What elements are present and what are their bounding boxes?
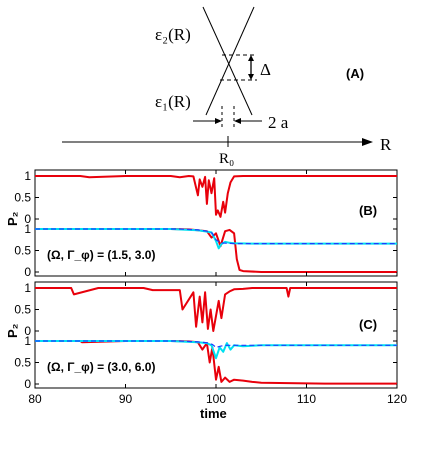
panel-c-lower-plot: 00.51 <box>14 334 397 391</box>
width-arrow-head-right <box>234 118 241 124</box>
panel-c-xtick-label: 80 <box>28 392 42 406</box>
delta-arrow-head-up <box>248 55 254 61</box>
panel-c-xtick-label: 100 <box>206 392 226 406</box>
epsilon-1-label: ε₁(R) <box>155 92 191 111</box>
level-line-rising <box>205 6 255 116</box>
panel-b-upper-ytick-label: 0 <box>24 212 31 226</box>
panel-b-upper-plot: 00.51 <box>14 169 397 226</box>
level-line-falling <box>202 6 253 116</box>
panel-a-label: (A) <box>346 66 364 81</box>
panel-b-lower-ytick-label: 0 <box>24 265 31 279</box>
panel-c-lower-ytick-label: 0.5 <box>14 356 31 370</box>
panel-c-xtick-label: 120 <box>387 392 407 406</box>
epsilon-2-label: ε₂(R) <box>155 25 191 44</box>
panel-b-lower-ytick-label: 0.5 <box>14 244 31 258</box>
panel-c-x-axis: 80 90 100 110 120 <box>28 282 407 406</box>
panel-b-label: (B) <box>359 203 377 218</box>
panel-c-annotation: (Ω, Γ_φ) = (3.0, 6.0) <box>47 360 155 374</box>
panel-b-annotation: (Ω, Γ_φ) = (1.5, 3.0) <box>47 248 155 262</box>
panel-b-lower-series-2 <box>35 228 397 245</box>
width-label: 2 a <box>268 113 289 132</box>
panel-b-chart: 00.51 00.51 (B) (Ω, Γ_φ) = (1.5, 3.0) P₂ <box>5 169 398 279</box>
panel-c-upper-ytick-label: 1 <box>24 281 31 295</box>
panel-b-lower-plot: 00.51 <box>14 222 397 279</box>
panel-c-chart: 00.51 00.51 80 90 100 110 120 (C) (Ω, Γ_φ) =… <box>5 281 407 421</box>
r-axis-label: R <box>380 135 392 154</box>
panel-c-upper-ytick-label: 0.5 <box>14 303 31 317</box>
panel-c-upper-series-0 <box>35 287 397 332</box>
x-axis-label: time <box>200 406 227 421</box>
r-axis-arrow-head <box>362 138 373 146</box>
panel-c-xtick-label: 90 <box>119 392 133 406</box>
delta-arrow-head-down <box>248 74 254 80</box>
r0-label: R₀ <box>219 151 234 167</box>
panel-a-diagram: ε₂(R) ε₁(R) Δ 2 a R R₀ (A) <box>62 6 392 167</box>
panel-b-upper-ytick-label: 1 <box>24 169 31 183</box>
panel-b-lower-ytick-label: 1 <box>24 222 31 236</box>
panel-c-lower-ytick-label: 0 <box>24 377 31 391</box>
panel-c-label: (C) <box>359 317 377 332</box>
panel-c-upper-ytick-label: 0 <box>24 324 31 338</box>
panel-c-lower-series-2 <box>35 340 397 348</box>
panel-b-upper-series-0 <box>35 175 397 218</box>
panel-c-lower-series-1 <box>35 340 397 360</box>
panel-c-ylabel: P₂ <box>5 323 20 338</box>
delta-label: Δ <box>260 60 271 79</box>
panel-c-lower-ytick-label: 1 <box>24 334 31 348</box>
width-arrow-head-left <box>215 118 222 124</box>
panel-b-upper-ytick-label: 0.5 <box>14 191 31 205</box>
panel-c-upper-plot: 00.51 <box>14 281 397 338</box>
panel-b-ylabel: P₂ <box>5 211 20 226</box>
panel-b-lower-series-1 <box>35 228 397 250</box>
panel-c-xtick-label: 110 <box>297 392 316 406</box>
